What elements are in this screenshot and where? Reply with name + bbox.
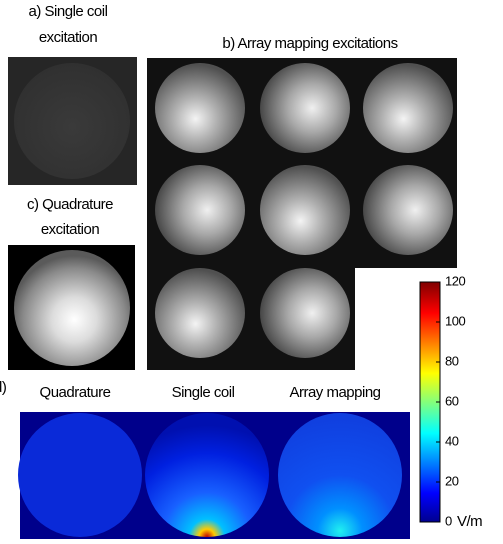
map-title: Single coil bbox=[172, 384, 235, 401]
panel-d-label: d) bbox=[0, 379, 7, 396]
phantom bbox=[14, 63, 130, 179]
field-map bbox=[18, 413, 142, 537]
colorbar-tick-label: 0 bbox=[445, 513, 452, 528]
panel-a-title: excitation bbox=[39, 29, 98, 46]
panel-b-title: b) Array mapping excitations bbox=[222, 35, 397, 52]
field-map bbox=[145, 413, 269, 537]
map-title: Quadrature bbox=[40, 384, 111, 401]
panel-c-title: excitation bbox=[41, 221, 100, 238]
colorbar-ticks: 0 20 40 60 80 100 120 V/m bbox=[436, 273, 483, 530]
colorbar-tick-label: 20 bbox=[445, 473, 459, 488]
colorbar-tick-label: 100 bbox=[445, 313, 465, 328]
colorbar-tick-label: 120 bbox=[445, 273, 465, 288]
phantom bbox=[14, 250, 130, 366]
field-map bbox=[278, 413, 402, 537]
panel-c-title: c) Quadrature bbox=[27, 196, 113, 213]
colorbar-tick-label: 60 bbox=[445, 393, 459, 408]
map-title: Array mapping bbox=[289, 384, 380, 401]
panel-a-title: a) Single coil bbox=[29, 3, 108, 20]
colorbar-tick-label: 80 bbox=[445, 353, 459, 368]
array-circles bbox=[155, 63, 453, 358]
colorbar-unit: V/m bbox=[457, 513, 482, 530]
colorbar-tick-label: 40 bbox=[445, 433, 459, 448]
